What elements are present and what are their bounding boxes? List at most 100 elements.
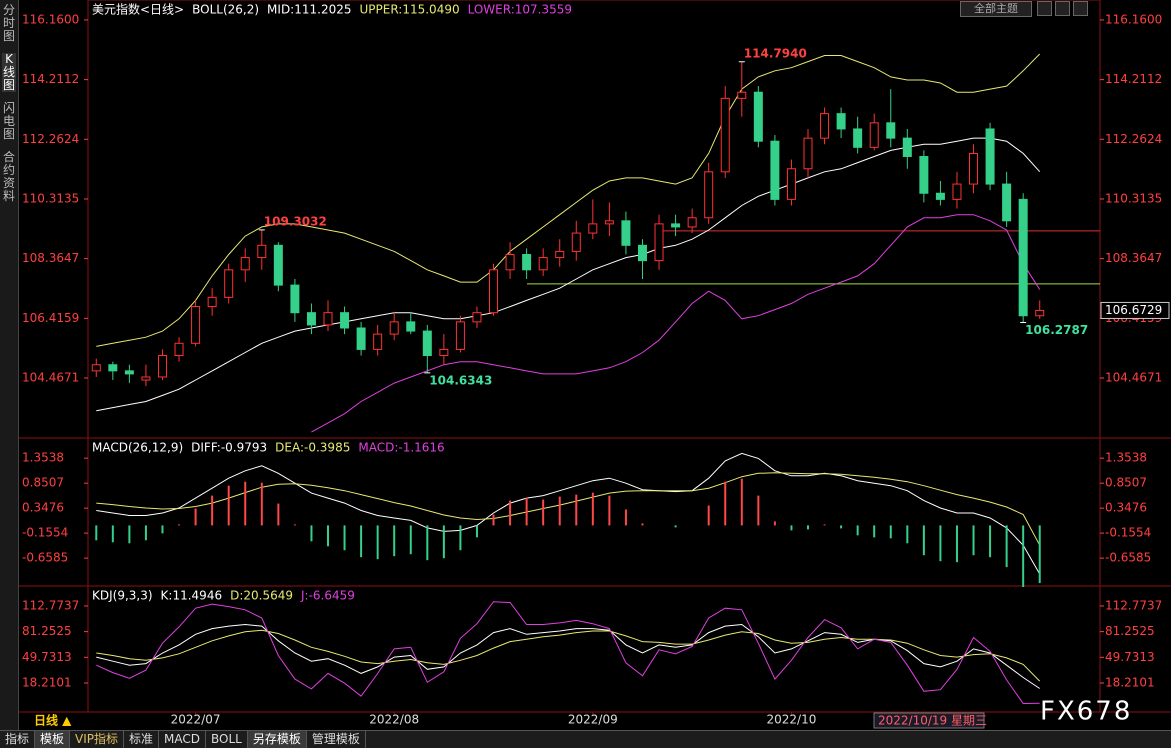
indicator-name: BOLL(26,2)	[192, 3, 259, 17]
macd-bar	[293, 524, 296, 526]
macd-bar	[773, 521, 776, 526]
candle-body	[240, 257, 250, 271]
bottom-tab[interactable]: 模板	[35, 731, 71, 748]
candle-body	[323, 312, 333, 326]
tool-icon[interactable]	[1037, 1, 1052, 16]
macd-bar	[542, 499, 545, 526]
macd-bar	[459, 525, 462, 551]
y-tick-label: 114.2112	[22, 72, 79, 86]
candle-body	[820, 113, 830, 139]
candle-body	[141, 376, 151, 381]
legend-entry: LOWER:107.3559	[468, 3, 572, 17]
bottom-tab[interactable]: VIP指标	[70, 731, 125, 748]
macd-bar	[492, 514, 495, 526]
candle-body	[422, 330, 432, 357]
series-line	[96, 629, 1041, 682]
y-tick-label-right: 110.3135	[1105, 191, 1162, 205]
y-tick-label-right: 1.3538	[1105, 451, 1147, 465]
macd-bar	[873, 525, 876, 538]
candle-body	[108, 364, 118, 372]
y-tick-label: -0.1554	[22, 526, 68, 540]
side-tab[interactable]: 闪电图	[2, 101, 15, 141]
candle-body	[985, 128, 995, 185]
y-tick-label-right: 0.8507	[1105, 476, 1147, 490]
candle-body	[1035, 309, 1045, 317]
macd-bar	[111, 525, 114, 543]
y-tick-label: 106.4159	[22, 311, 79, 325]
macd-bar	[260, 482, 263, 526]
candle-body	[91, 364, 101, 372]
y-tick-label: 116.1600	[22, 12, 79, 26]
series-line	[96, 472, 1041, 546]
macd-bar	[591, 492, 594, 526]
macd-bar	[724, 481, 727, 526]
bottom-tab[interactable]: 管理模板	[307, 731, 366, 748]
side-tab[interactable]: 合约资料	[2, 150, 15, 203]
candle-body	[753, 91, 763, 142]
macd-bar	[707, 505, 710, 526]
series-line	[96, 452, 1041, 575]
candle-body	[869, 122, 879, 148]
theme-select[interactable]: 全部主题	[960, 1, 1032, 17]
macd-bar	[393, 525, 396, 557]
candle-body	[803, 137, 813, 170]
candle-body	[935, 192, 945, 200]
crosshair-date-box	[873, 712, 985, 729]
candle-body	[356, 327, 366, 350]
last-price-box	[1100, 301, 1170, 319]
candle-body	[836, 113, 846, 130]
candle-body	[522, 253, 532, 271]
tool-icon[interactable]	[1073, 1, 1088, 16]
macd-bar	[475, 525, 478, 538]
macd-bar	[823, 524, 826, 526]
bottom-tab[interactable]: BOLL	[206, 731, 248, 748]
y-tick-label-right: 18.2101	[1105, 675, 1155, 689]
bottom-tab[interactable]: 另存模板	[247, 731, 307, 748]
bottom-tab[interactable]: MACD	[159, 731, 207, 748]
candle-body	[1018, 198, 1028, 317]
bottom-tab[interactable]: 标准	[124, 731, 160, 748]
x-tick-label: 2022/07	[171, 713, 221, 727]
y-tick-label-right: 108.3647	[1105, 251, 1162, 265]
candle-body	[306, 312, 316, 326]
candle-body	[621, 220, 631, 246]
period-box	[19, 713, 87, 729]
macd-bar	[161, 525, 164, 534]
macd-bar	[211, 495, 214, 526]
y-tick-label: 112.2624	[22, 132, 79, 146]
macd-bar	[807, 525, 809, 530]
macd-bar	[95, 525, 98, 541]
candle-body	[919, 156, 929, 194]
macd-bar	[889, 525, 892, 539]
side-tab[interactable]: 分时图	[2, 3, 15, 43]
macd-bar	[194, 508, 197, 526]
macd-bar	[575, 494, 578, 526]
candle-body	[273, 244, 283, 286]
candle-body	[340, 312, 350, 329]
tool-icon[interactable]	[1055, 1, 1070, 16]
candle-body	[737, 91, 747, 99]
y-tick-label-right: 49.7313	[1105, 650, 1155, 664]
legend-entry: K:11.4946	[161, 589, 223, 603]
extreme-label: 109.3032	[264, 214, 327, 228]
macd-bar	[277, 503, 280, 526]
panel-title: 美元指数<日线>	[92, 2, 184, 17]
macd-bar	[128, 525, 131, 544]
candle-body	[637, 244, 647, 262]
macd-bar	[310, 525, 313, 542]
crosshair-date: 2022/10/19 星期三	[878, 714, 987, 728]
macd-bar	[426, 525, 429, 561]
candle-body	[853, 128, 863, 148]
side-tab[interactable]: K线图	[2, 52, 16, 92]
x-tick-label: 2022/08	[369, 713, 419, 727]
bottom-tabs: 指标 模板 VIP指标 标准 MACD BOLL 另存模板 管理模板	[0, 730, 1171, 748]
macd-bar	[376, 525, 379, 560]
macd-bar	[939, 525, 942, 562]
candle-body	[157, 355, 167, 378]
panel-title: MACD(26,12,9)	[92, 441, 183, 455]
y-tick-label: 108.3647	[22, 251, 79, 265]
legend-entry: J:-6.6459	[300, 589, 355, 603]
bottom-tab[interactable]: 指标	[0, 731, 36, 748]
side-tabs: 分时图 K线图 闪电图 合约资料	[0, 0, 19, 730]
y-tick-label: 81.2525	[22, 624, 72, 638]
